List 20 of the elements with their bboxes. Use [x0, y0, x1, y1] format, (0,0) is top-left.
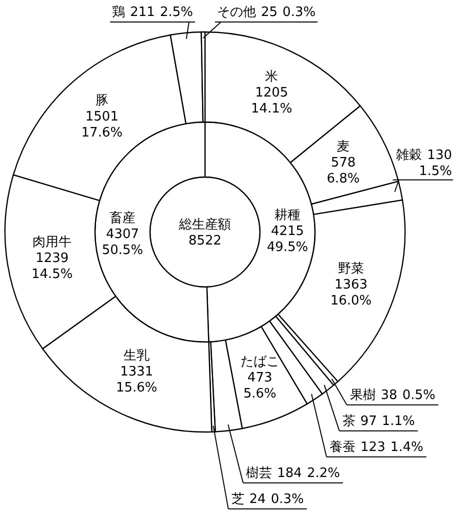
text: 2.2% — [306, 466, 340, 481]
slice-label: 茶 — [342, 414, 356, 429]
data-label: 123 — [360, 440, 386, 455]
slice-label: 養蚕 — [330, 440, 356, 455]
text: 1.4% — [390, 440, 424, 455]
slice-label: 樹芸 — [246, 466, 272, 481]
data-label: 130 — [427, 148, 452, 163]
slice-label: 雑穀 — [396, 148, 422, 163]
data-label: 25 — [261, 5, 278, 20]
text: 0.3% — [270, 492, 304, 507]
data-label: 211 — [130, 5, 155, 20]
data-label: 97 — [360, 414, 377, 429]
data-label: 184 — [277, 466, 302, 481]
slice-label: 果樹 — [350, 388, 376, 403]
data-label: 38 — [380, 388, 398, 403]
slice-label: その他 — [217, 5, 256, 20]
slice-label: 芝 — [231, 492, 244, 507]
text: 1.1% — [382, 414, 415, 429]
slice-label: 鶏 — [112, 5, 126, 20]
data-label: 24 — [249, 492, 266, 507]
